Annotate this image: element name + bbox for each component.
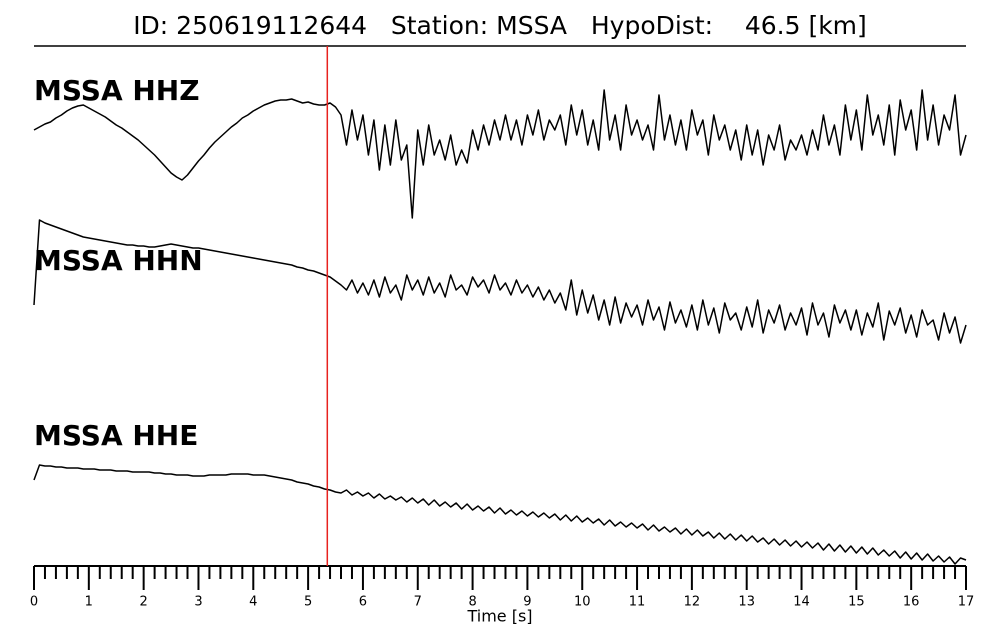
x-tick-label: 10 bbox=[574, 595, 591, 610]
waveform bbox=[33, 219, 967, 344]
x-tick-label: 16 bbox=[903, 595, 920, 610]
waveform bbox=[33, 89, 967, 219]
x-tick-label: 13 bbox=[738, 595, 755, 610]
x-tick-label: 4 bbox=[249, 595, 257, 610]
x-tick-label: 6 bbox=[359, 595, 367, 610]
x-tick-label: 15 bbox=[848, 595, 865, 610]
trace-label: MSSA HHN bbox=[34, 244, 203, 277]
x-tick-label: 0 bbox=[30, 595, 38, 610]
x-tick-label: 12 bbox=[684, 595, 701, 610]
x-tick-label: 8 bbox=[468, 595, 476, 610]
x-tick-label: 2 bbox=[140, 595, 148, 610]
x-tick-label: 14 bbox=[793, 595, 810, 610]
x-tick-label: 9 bbox=[523, 595, 531, 610]
chart-title: ID: 250619112644 Station: MSSA HypoDist:… bbox=[133, 11, 867, 40]
x-tick-label: 11 bbox=[629, 595, 646, 610]
x-tick-label: 7 bbox=[414, 595, 422, 610]
trace-label: MSSA HHE bbox=[34, 419, 198, 452]
x-tick-label: 5 bbox=[304, 595, 312, 610]
x-tick-label: 1 bbox=[85, 595, 93, 610]
waveform bbox=[33, 464, 967, 565]
x-axis-label: Time [s] bbox=[466, 607, 532, 626]
x-tick-label: 17 bbox=[958, 595, 975, 610]
x-tick-label: 3 bbox=[194, 595, 202, 610]
trace-label: MSSA HHZ bbox=[34, 74, 200, 107]
